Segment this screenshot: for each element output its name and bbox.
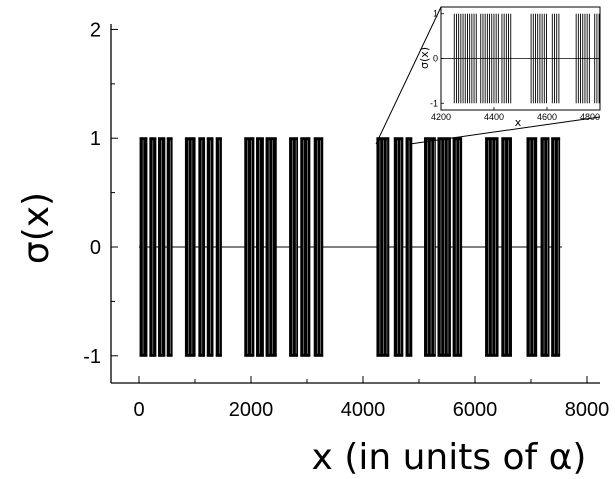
x-tick-label: 0 — [133, 399, 144, 421]
oscillation-block — [551, 138, 561, 356]
inset-x-tick-label: 4800 — [580, 112, 600, 122]
inset-y-tick-label: 0 — [433, 54, 438, 64]
oscillation-block — [289, 138, 299, 356]
main-x-ticks: 0 2000 4000 6000 8000 — [133, 376, 609, 421]
main-x-axis-title: x (in units of α) — [312, 437, 587, 478]
oscillation-block — [501, 138, 512, 356]
oscillation-block — [244, 138, 255, 356]
oscillation-block — [265, 138, 277, 356]
y-tick-label: 2 — [90, 19, 101, 41]
oscillation-block — [452, 138, 463, 356]
zoom-connector-right — [409, 116, 601, 145]
oscillation-block — [526, 138, 538, 356]
inset-y-tick-label: 1 — [433, 9, 438, 19]
x-tick-label: 4000 — [341, 399, 386, 421]
inset-series — [441, 13, 600, 104]
inset-y-ticks: -1 0 1 — [430, 9, 444, 108]
oscillation-block — [256, 138, 264, 356]
oscillation-block — [139, 138, 148, 356]
inset-y-axis-title: σ(x) — [418, 47, 431, 69]
inset-x-tick-label: 4600 — [537, 112, 557, 122]
x-tick-label: 2000 — [229, 399, 274, 421]
oscillation-block — [166, 138, 173, 356]
y-tick-label: -1 — [83, 346, 101, 368]
inset-x-ticks: 4200 4400 4600 4800 — [431, 107, 601, 122]
oscillation-block — [437, 138, 451, 356]
oscillation-block — [184, 138, 196, 356]
inset-plot: -1 0 1 4200 4400 4600 4800 σ(x) x — [418, 6, 601, 129]
inset-x-tick-label: 4200 — [431, 112, 451, 122]
oscillation-block — [300, 138, 311, 356]
y-tick-label: 0 — [90, 237, 101, 259]
x-tick-label: 8000 — [565, 399, 610, 421]
y-tick-label: 1 — [90, 128, 101, 150]
oscillation-block — [215, 138, 222, 356]
oscillation-block — [393, 138, 404, 356]
main-y-ticks: -1 0 1 2 — [83, 19, 118, 368]
main-axes: -1 0 1 2 0 2000 4000 6000 8000 — [83, 19, 609, 421]
oscillation-block — [485, 138, 499, 356]
main-series — [139, 137, 562, 357]
inset-x-axis-title: x — [515, 116, 522, 129]
oscillation-block — [313, 138, 324, 356]
oscillation-block — [424, 138, 436, 356]
oscillation-block — [540, 138, 550, 356]
x-tick-label: 6000 — [453, 399, 498, 421]
zoom-connector-left — [375, 6, 442, 145]
main-y-axis-title: σ(x) — [16, 192, 57, 264]
inset-y-tick-label: -1 — [430, 98, 438, 108]
inset-x-tick-label: 4400 — [484, 112, 504, 122]
oscillation-block — [376, 138, 390, 356]
